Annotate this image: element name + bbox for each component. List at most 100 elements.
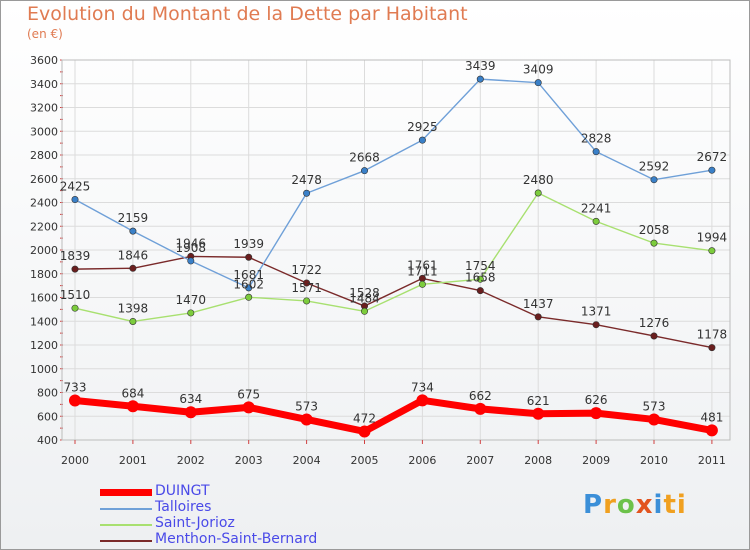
legend-swatch [100, 524, 152, 526]
data-label: 1754 [465, 259, 496, 273]
data-point [416, 394, 429, 407]
data-point [650, 332, 658, 340]
data-label: 1658 [465, 271, 496, 285]
data-point [360, 307, 368, 315]
data-label: 621 [527, 394, 550, 408]
data-point [592, 321, 600, 329]
data-label: 1908 [176, 241, 207, 255]
y-tick-label: 1800 [30, 268, 58, 281]
data-point [534, 79, 542, 87]
data-label: 3439 [465, 59, 496, 73]
data-label: 1528 [349, 286, 380, 300]
legend-label: Saint-Jorioz [155, 515, 235, 531]
data-point [650, 176, 658, 184]
data-label: 2668 [349, 151, 380, 165]
data-point [534, 313, 542, 321]
data-label: 662 [469, 389, 492, 403]
data-label: 472 [353, 411, 376, 425]
legend-swatch [100, 540, 152, 542]
data-label: 2672 [697, 150, 728, 164]
y-tick-label: 2400 [30, 197, 58, 210]
data-point [650, 239, 658, 247]
series-layer [69, 75, 718, 438]
data-label: 2592 [639, 160, 670, 174]
data-point [418, 280, 426, 288]
data-label: 1846 [118, 248, 149, 262]
data-label: 733 [64, 380, 87, 394]
y-tick-label: 3600 [30, 54, 58, 67]
y-tick-label: 600 [37, 410, 58, 423]
data-point [476, 275, 484, 283]
data-point [532, 407, 545, 420]
x-tick-label: 2011 [698, 454, 726, 467]
data-point [129, 264, 137, 272]
data-label: 1484 [349, 291, 380, 305]
data-label: 734 [411, 380, 434, 394]
y-tick-label: 3400 [30, 78, 58, 91]
data-point [534, 189, 542, 197]
data-label: 675 [237, 387, 260, 401]
y-tick-label: 1600 [30, 292, 58, 305]
data-point [303, 279, 311, 287]
x-tick-label: 2002 [177, 454, 205, 467]
data-point [418, 136, 426, 144]
x-tick-label: 2010 [640, 454, 668, 467]
data-label: 1946 [176, 236, 207, 250]
data-label: 1722 [291, 263, 322, 277]
data-point [71, 265, 79, 273]
data-point [708, 166, 716, 174]
data-label: 1839 [60, 249, 91, 263]
data-label: 481 [700, 410, 723, 424]
legend-swatch [100, 508, 152, 510]
data-label: 1276 [639, 316, 670, 330]
series-line-talloires [74, 78, 713, 289]
data-label: 3409 [523, 63, 554, 77]
data-point [303, 297, 311, 305]
plot-border [61, 59, 731, 441]
data-point [126, 400, 139, 413]
data-point [187, 257, 195, 265]
y-tick-label: 1200 [30, 339, 58, 352]
data-point [592, 148, 600, 156]
legend-swatch [100, 489, 152, 496]
data-label: 1681 [233, 268, 264, 282]
data-label: 1939 [233, 237, 264, 251]
y-tick-label: 3000 [30, 125, 58, 138]
axis-layer: 400 600 800 1000 1200 1400 1600 1800 2000 2200 240… [30, 54, 731, 467]
data-label: 626 [585, 393, 608, 407]
data-point [360, 167, 368, 175]
legend-label: Talloires [155, 499, 212, 515]
data-label: 2480 [523, 173, 554, 187]
data-point [300, 413, 313, 426]
data-point [358, 425, 371, 438]
series-line-duingt [71, 396, 716, 435]
chart-title: Evolution du Montant de la Dette par Hab… [27, 3, 468, 25]
data-point [242, 401, 255, 414]
x-tick-label: 2000 [61, 454, 89, 467]
series-line-saint-jorioz [74, 192, 713, 323]
data-point [245, 284, 253, 292]
data-point [705, 424, 718, 437]
data-label: 2828 [581, 132, 612, 146]
data-point [476, 75, 484, 83]
y-tick-label: 2600 [30, 173, 58, 186]
data-point [184, 406, 197, 419]
data-point [303, 189, 311, 197]
proxiti-logo: Proxiti [583, 490, 687, 520]
data-label: 634 [179, 392, 202, 406]
y-tick-label: 2800 [30, 149, 58, 162]
data-point [129, 317, 137, 325]
data-point [187, 309, 195, 317]
data-point [129, 227, 137, 235]
data-label: 1602 [233, 277, 264, 291]
data-point [708, 247, 716, 255]
label-layer: 733 684 634 675 573 472 734 662 621 626 573 481 2425… [60, 59, 727, 425]
y-tick-label: 2000 [30, 244, 58, 257]
y-tick-label: 400 [37, 434, 58, 447]
data-point [590, 407, 603, 420]
x-tick-label: 2004 [293, 454, 321, 467]
data-label: 1571 [291, 281, 322, 295]
data-label: 2425 [60, 180, 91, 194]
